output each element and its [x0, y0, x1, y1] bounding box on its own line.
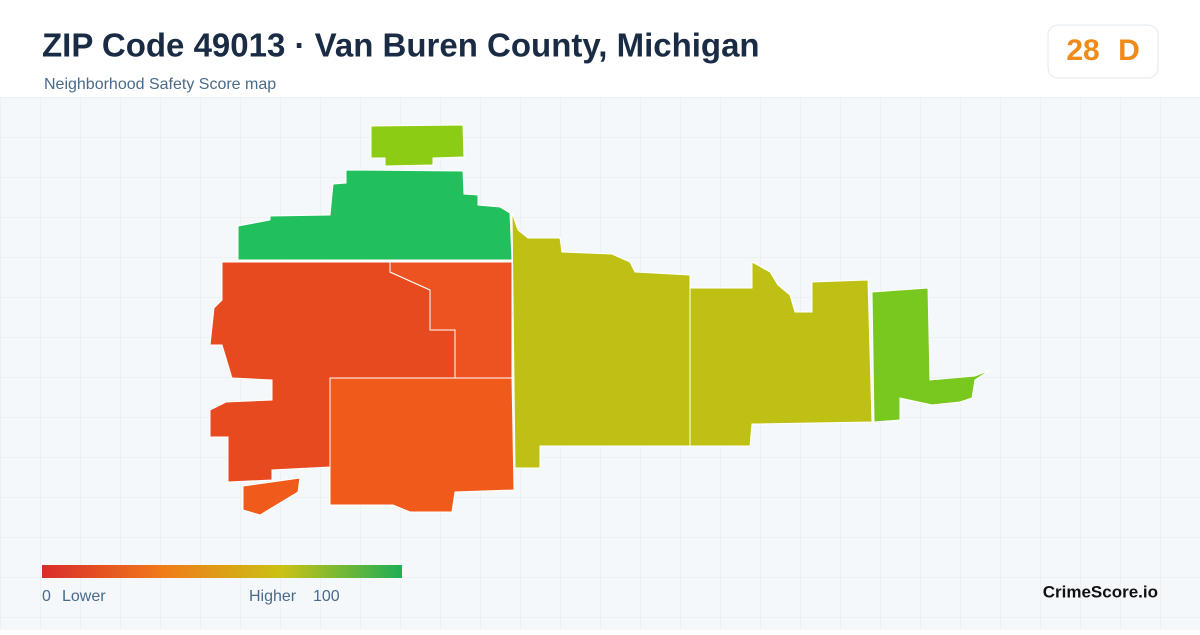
region [689, 261, 873, 447]
region [329, 377, 515, 513]
legend-max: 100 [313, 588, 340, 605]
region [389, 261, 513, 379]
regions [209, 124, 991, 516]
grade: D [1118, 34, 1140, 67]
region [871, 287, 991, 423]
region [237, 169, 513, 261]
title: ZIP Code 49013 · Van Buren County, Michi… [42, 27, 760, 64]
score-badge [1047, 24, 1159, 79]
score: 28 [1066, 34, 1099, 67]
legend-max-label: Higher [249, 588, 297, 605]
legend-bar [42, 565, 402, 578]
subtitle: Neighborhood Safety Score map [44, 76, 276, 93]
legend-min-label: Lower [62, 588, 106, 605]
region [370, 124, 465, 167]
region [242, 477, 301, 516]
brand: CrimeScore.io [1043, 582, 1158, 601]
legend-min: 0 [42, 588, 51, 605]
region [511, 212, 691, 469]
